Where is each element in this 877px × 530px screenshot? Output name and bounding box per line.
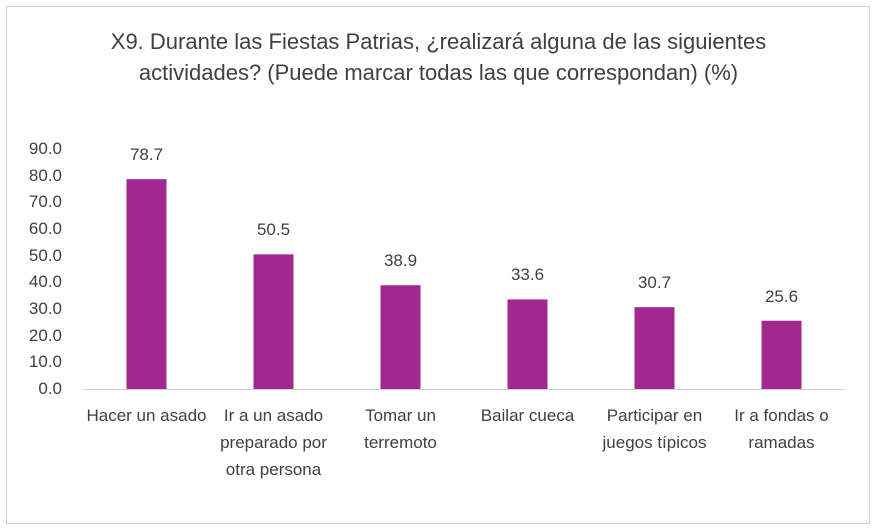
value-label: 38.9 <box>383 251 418 271</box>
x-tick-label: Ir a fondas o ramadas <box>734 406 829 452</box>
y-tick-label: 30.0 <box>28 299 62 318</box>
y-tick-label: 20.0 <box>28 325 62 345</box>
chart-title: X9. Durante las Fiestas Patrias, ¿realiz… <box>110 29 767 85</box>
x-tick-label: Bailar cueca <box>480 406 575 425</box>
bar <box>634 307 675 389</box>
value-label: 30.7 <box>637 273 672 293</box>
bar <box>253 254 294 389</box>
y-tick-label: 0.0 <box>38 379 62 398</box>
value-label: 78.7 <box>129 145 164 165</box>
y-tick-label: 80.0 <box>28 165 62 185</box>
bar <box>126 179 167 389</box>
y-tick-label: 70.0 <box>28 192 62 212</box>
bar <box>761 320 802 389</box>
x-tick-label: Tomar un terremoto <box>364 406 437 452</box>
y-tick-label: 50.0 <box>28 245 62 265</box>
x-tick-label: Hacer un asado <box>86 406 207 425</box>
bar <box>507 299 548 389</box>
value-label: 50.5 <box>256 220 291 240</box>
value-label: 25.6 <box>764 286 799 306</box>
y-tick-label: 60.0 <box>28 219 62 238</box>
x-tick-label: Ir a un asado preparado por otra persona <box>220 406 327 479</box>
y-tick-label: 10.0 <box>28 352 62 372</box>
y-tick-label: 90.0 <box>28 139 62 158</box>
bar <box>380 285 421 389</box>
x-tick-label: Participar en juegos típicos <box>602 406 707 452</box>
y-tick-label: 40.0 <box>28 272 62 292</box>
value-label: 33.6 <box>510 265 545 285</box>
